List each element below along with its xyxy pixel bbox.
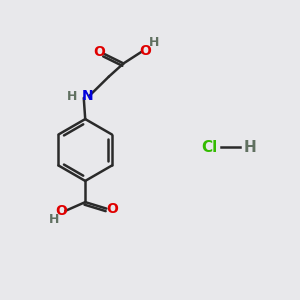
- Text: O: O: [56, 204, 68, 218]
- Text: O: O: [106, 202, 118, 216]
- Text: Cl: Cl: [201, 140, 217, 154]
- Text: N: N: [82, 89, 93, 103]
- Text: H: H: [243, 140, 256, 154]
- Text: H: H: [68, 90, 78, 103]
- Text: H: H: [49, 213, 59, 226]
- Text: O: O: [140, 44, 151, 58]
- Text: O: O: [93, 45, 105, 59]
- Text: H: H: [149, 36, 159, 49]
